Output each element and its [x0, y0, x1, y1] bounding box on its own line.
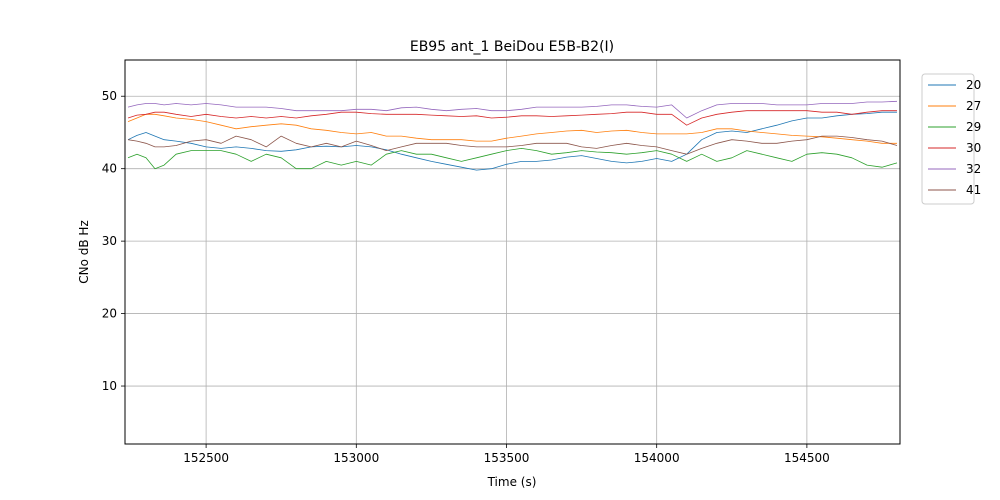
x-tick-label: 153000 [333, 451, 379, 465]
x-tick-label: 154500 [784, 451, 830, 465]
legend-label-29: 29 [966, 120, 981, 134]
legend: 20 27 29 30 32 41 [921, 73, 981, 205]
legend-label-30: 30 [966, 141, 981, 155]
legend-label-20: 20 [966, 78, 981, 92]
chart-title: EB95 ant_1 BeiDou E5B-B2(I) [410, 39, 614, 55]
x-axis-label: Time (s) [487, 475, 537, 489]
x-tick-label: 153500 [484, 451, 530, 465]
series-line-20 [127, 111, 897, 171]
legend-label-41: 41 [966, 183, 981, 197]
plot-frame [124, 59, 901, 445]
y-tick-label: 20 [102, 307, 117, 321]
y-tick-label: 50 [102, 89, 117, 103]
y-axis-label: CNo dB Hz [77, 220, 91, 284]
legend-label-32: 32 [966, 162, 981, 176]
series-line-29 [127, 147, 898, 170]
y-tick-label: 10 [102, 379, 117, 393]
legend-label-27: 27 [966, 99, 981, 113]
series-line-27 [127, 113, 897, 144]
x-tick-label: 154000 [634, 451, 680, 465]
grid-lines [125, 60, 900, 444]
series-line-30 [127, 110, 897, 126]
series-line-32 [127, 100, 898, 119]
x-tick-label: 152500 [183, 451, 229, 465]
series-line-41 [127, 135, 898, 155]
data-series [127, 100, 898, 171]
y-tick-label: 30 [102, 234, 117, 248]
axis-ticks: 152500 153000 153500 154000 154500 10 20 30 40 50 [102, 89, 830, 465]
y-tick-label: 40 [102, 162, 117, 176]
